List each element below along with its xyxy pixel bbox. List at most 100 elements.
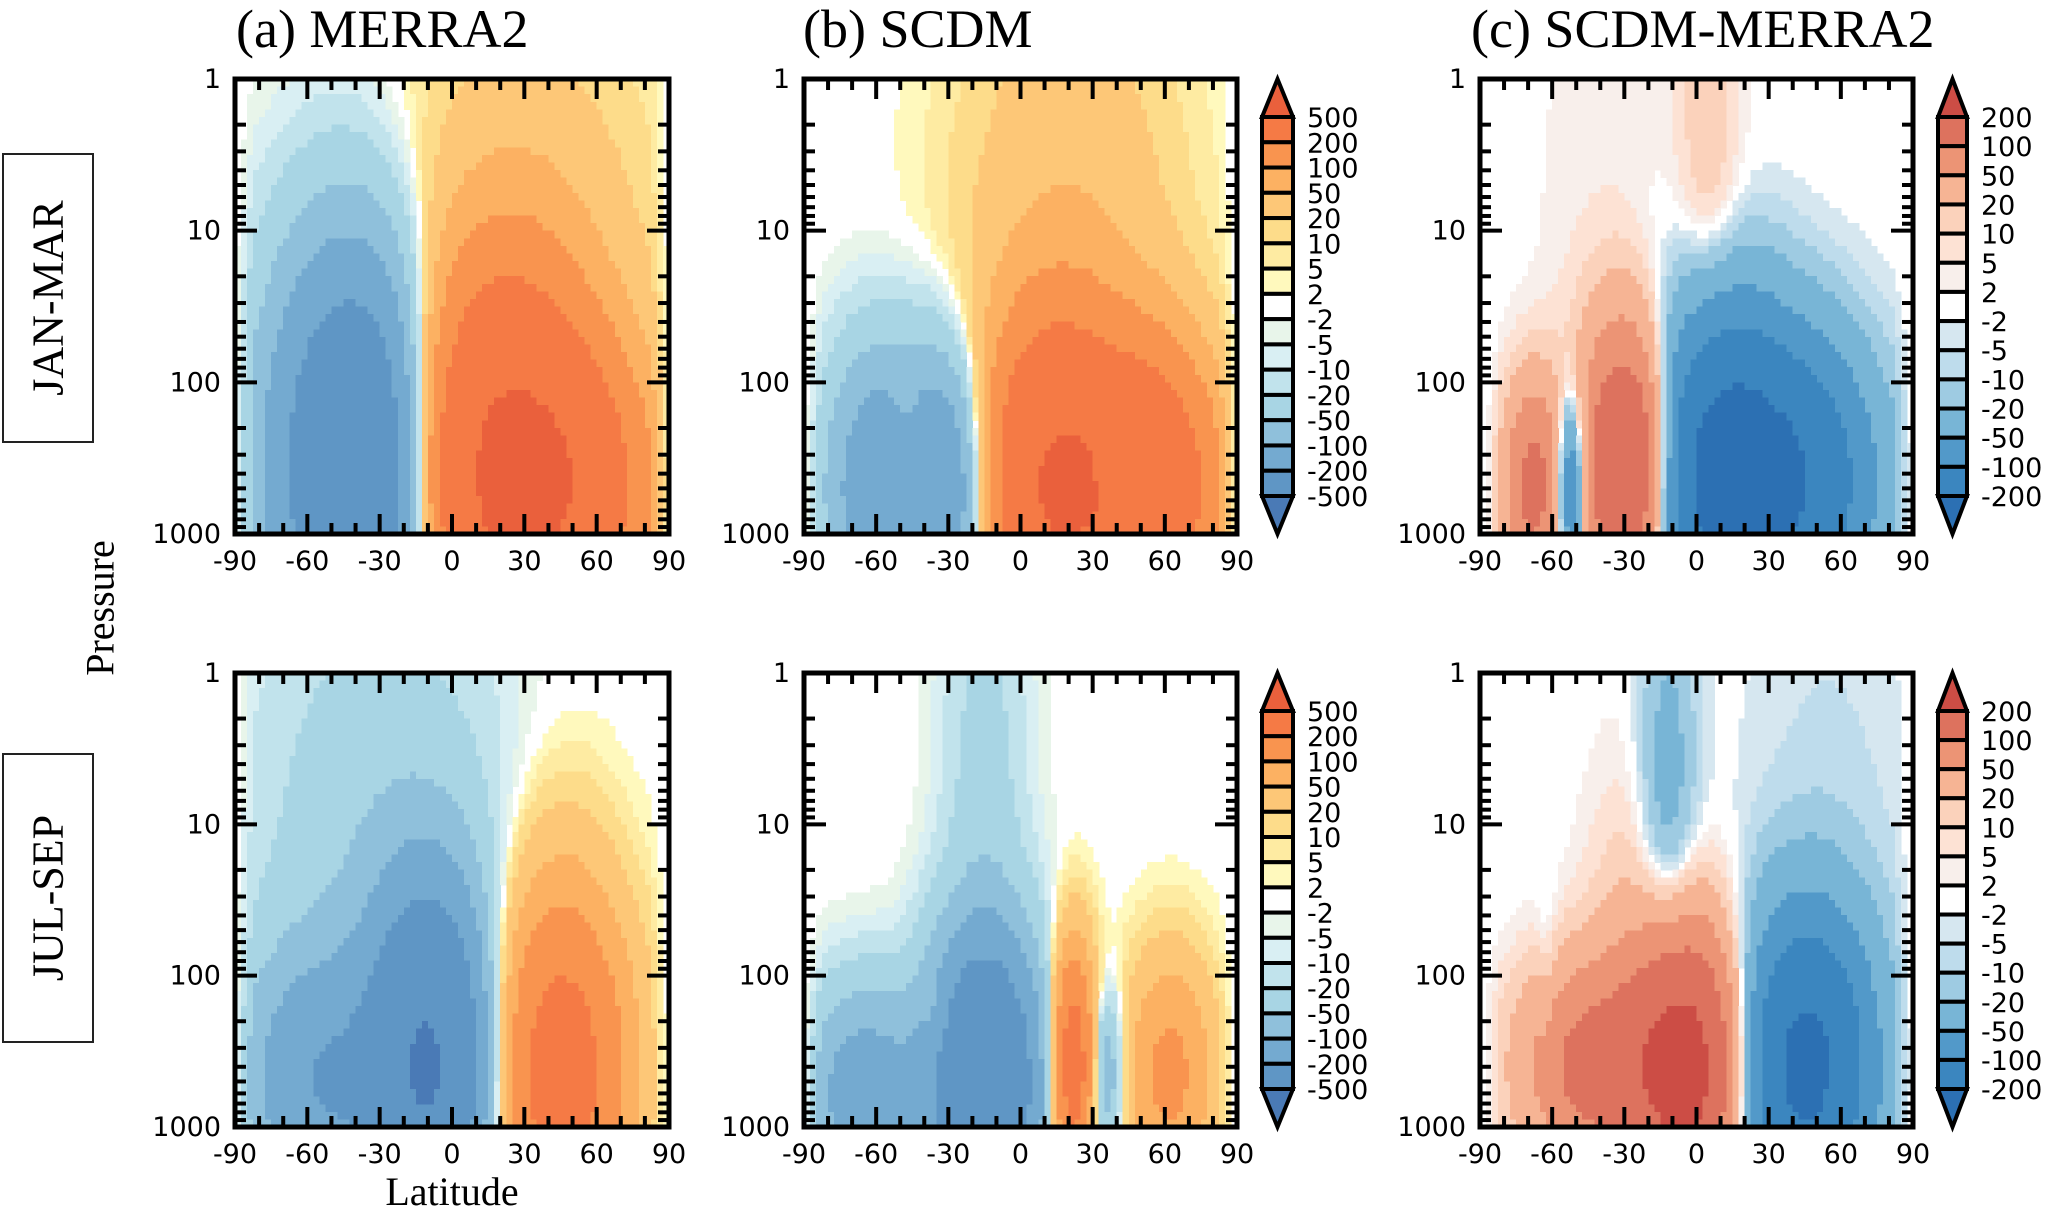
heatmap-cell [512, 192, 519, 201]
heatmap-cell [1194, 79, 1202, 88]
heatmap-cell [578, 374, 586, 383]
heatmap-cell [367, 94, 375, 103]
heatmap-cell [614, 412, 622, 421]
heatmap-cell [361, 473, 369, 482]
heatmap-cell [1080, 154, 1088, 164]
heatmap-cell [488, 207, 495, 217]
heatmap-cell [289, 420, 296, 429]
heatmap-cell [464, 344, 471, 353]
heatmap-cell [403, 427, 411, 437]
heatmap-cell [524, 276, 531, 285]
heatmap-cell [650, 132, 658, 141]
heatmap-cell [307, 147, 314, 156]
heatmap-cell [524, 94, 531, 103]
heatmap-cell [265, 306, 272, 315]
heatmap-cell [626, 344, 634, 353]
heatmap-cell [632, 291, 640, 300]
heatmap-cell [319, 298, 327, 308]
heatmap-cell [277, 314, 284, 323]
heatmap-cell [632, 147, 640, 156]
heatmap-cell [542, 116, 550, 126]
heatmap-cell [313, 101, 320, 110]
heatmap-cell [596, 223, 604, 232]
heatmap-cell [247, 526, 254, 535]
heatmap-cell [590, 101, 598, 110]
heatmap-cell [313, 382, 320, 391]
heatmap-cell [265, 511, 272, 520]
heatmap-cell [620, 450, 628, 459]
heatmap-cell [325, 238, 333, 247]
heatmap-cell [530, 170, 537, 179]
heatmap-cell [319, 283, 327, 292]
heatmap-cell [566, 298, 574, 308]
heatmap-cell [427, 276, 435, 285]
heatmap-cell [554, 170, 562, 179]
heatmap-cell [289, 298, 296, 308]
heatmap-cell [373, 238, 381, 247]
heatmap-cell [259, 450, 266, 459]
heatmap-cell [1002, 162, 1010, 171]
heatmap-cell [265, 518, 272, 528]
heatmap-cell [960, 101, 967, 110]
heatmap-cell [289, 109, 296, 118]
heatmap-cell [566, 162, 574, 171]
heatmap-cell [1038, 139, 1046, 148]
heatmap-cell [500, 162, 507, 171]
heatmap-cell [403, 336, 411, 346]
heatmap-cell [433, 458, 441, 467]
heatmap-cell [427, 488, 435, 497]
heatmap-cell [500, 109, 507, 118]
heatmap-cell [506, 291, 513, 300]
heatmap-cell [626, 94, 634, 103]
heatmap-cell [482, 329, 489, 338]
heatmap-cell [337, 200, 345, 209]
heatmap-cell [608, 147, 616, 156]
heatmap-cell [936, 154, 943, 164]
heatmap-cell [283, 374, 290, 383]
heatmap-cell [283, 367, 290, 376]
heatmap-cell [355, 480, 363, 490]
heatmap-cell [524, 283, 531, 292]
heatmap-cell [936, 147, 943, 156]
heatmap-cell [415, 298, 423, 308]
heatmap-cell [626, 443, 634, 452]
heatmap-cell [632, 435, 640, 444]
title-scdm: (b) SCDM [803, 2, 1033, 56]
y-tick-label: 1000 [152, 519, 221, 550]
heatmap-cell [355, 367, 363, 376]
heatmap-cell [415, 465, 423, 474]
heatmap-cell [506, 488, 513, 497]
heatmap-cell [482, 443, 489, 452]
heatmap-cell [996, 162, 1004, 171]
heatmap-cell [367, 230, 375, 239]
heatmap-cell [632, 397, 640, 406]
heatmap-cell [554, 518, 562, 528]
heatmap-cell [560, 496, 568, 505]
heatmap-cell [445, 86, 453, 95]
heatmap-cell [307, 132, 314, 141]
heatmap-cell [488, 336, 495, 346]
heatmap-cell [259, 139, 266, 148]
heatmap-cell [349, 291, 357, 300]
heatmap-cell [458, 177, 465, 186]
heatmap-cell [1110, 139, 1118, 148]
heatmap-cell [427, 526, 435, 535]
heatmap-cell [253, 185, 260, 194]
heatmap-cell [482, 458, 489, 467]
heatmap-cell [536, 511, 544, 520]
heatmap-cell [283, 496, 290, 505]
heatmap-cell [373, 427, 381, 437]
heatmap-cell [638, 306, 646, 315]
heatmap-cell [518, 420, 525, 429]
heatmap-cell [662, 443, 670, 452]
heatmap-cell [403, 488, 411, 497]
heatmap-cell [536, 352, 544, 361]
heatmap-cell [349, 367, 357, 376]
heatmap-cell [506, 192, 513, 201]
heatmap-cell [361, 298, 369, 308]
heatmap-cell [644, 124, 652, 133]
heatmap-cell [277, 435, 284, 444]
heatmap-cell [349, 116, 357, 126]
heatmap-cell [626, 412, 634, 421]
heatmap-cell [253, 139, 260, 148]
